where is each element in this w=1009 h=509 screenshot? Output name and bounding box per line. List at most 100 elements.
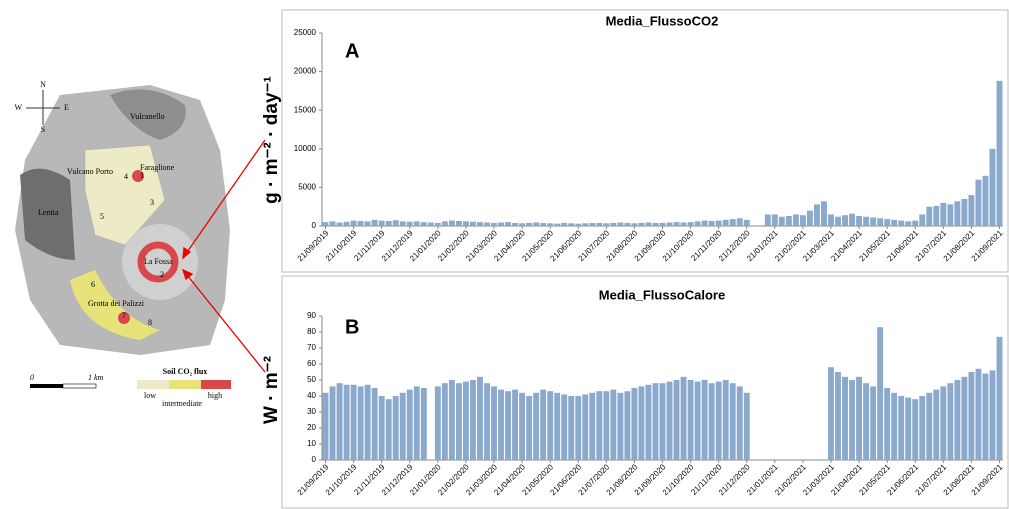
- bar: [610, 223, 616, 226]
- bar: [547, 391, 553, 460]
- bar: [372, 220, 378, 226]
- bar: [646, 385, 652, 460]
- bar: [821, 201, 827, 226]
- panel-label: B: [345, 316, 359, 338]
- bar: [365, 221, 371, 226]
- bar: [744, 220, 750, 226]
- bar: [617, 223, 623, 226]
- bar: [730, 219, 736, 226]
- bar: [505, 222, 511, 226]
- compass-label: E: [64, 103, 69, 112]
- bar: [484, 383, 490, 460]
- bar: [631, 388, 637, 460]
- place-label: Vulcanello: [130, 112, 165, 121]
- bar: [744, 393, 750, 460]
- figure: N E S W Vulcanello Faraglione Vulcano Po…: [0, 0, 1009, 509]
- bar: [926, 393, 932, 460]
- bar: [807, 211, 813, 226]
- bar: [884, 219, 890, 226]
- bar: [372, 388, 378, 460]
- bar: [351, 385, 357, 460]
- bar: [337, 223, 343, 226]
- bar: [849, 214, 855, 226]
- bar: [681, 377, 687, 460]
- bar: [933, 206, 939, 226]
- bar: [674, 380, 680, 460]
- y-tick-label: 60: [307, 359, 316, 368]
- bar: [954, 201, 960, 226]
- bar: [982, 176, 988, 226]
- bar: [477, 377, 483, 460]
- y-tick-label: 25000: [294, 28, 317, 37]
- y-tick-label: 20: [307, 423, 316, 432]
- bar: [800, 215, 806, 226]
- bar: [470, 380, 476, 460]
- bar: [554, 393, 560, 460]
- y-tick-label: 90: [307, 311, 316, 320]
- bar: [554, 224, 560, 226]
- bar: [365, 385, 371, 460]
- bar: [961, 377, 967, 460]
- bar: [638, 386, 644, 460]
- bar: [919, 214, 925, 226]
- bar: [330, 221, 336, 226]
- bar: [575, 224, 581, 226]
- bar: [540, 390, 546, 460]
- bar: [646, 223, 652, 226]
- bar: [400, 221, 406, 226]
- bar: [905, 398, 911, 460]
- bar: [891, 220, 897, 226]
- bar: [582, 394, 588, 460]
- bar: [947, 383, 953, 460]
- bar: [997, 81, 1003, 226]
- y-tick-label: 10000: [294, 144, 317, 153]
- bar: [631, 223, 637, 226]
- bar: [379, 396, 385, 460]
- scale-bar: [30, 384, 63, 388]
- bar: [596, 391, 602, 460]
- bar: [947, 204, 953, 226]
- site-number: 3: [150, 198, 154, 207]
- bar: [568, 223, 574, 226]
- legend-swatch: [201, 380, 231, 389]
- bar: [842, 377, 848, 460]
- bar: [667, 223, 673, 226]
- legend-label: low: [144, 391, 156, 400]
- y-tick-label: 50: [307, 375, 316, 384]
- y-tick-label: 30: [307, 407, 316, 416]
- bar: [870, 386, 876, 460]
- bar: [856, 377, 862, 460]
- bar: [716, 221, 722, 226]
- bar: [961, 199, 967, 226]
- bar: [589, 223, 595, 226]
- bar: [653, 383, 659, 460]
- place-label: La Fossa: [144, 257, 173, 266]
- bar: [912, 221, 918, 226]
- bar: [358, 386, 364, 460]
- bar: [330, 386, 336, 460]
- bar: [547, 223, 553, 226]
- bar: [912, 399, 918, 460]
- bar: [498, 390, 504, 460]
- bar: [940, 203, 946, 226]
- bar: [407, 222, 413, 226]
- map: N E S W Vulcanello Faraglione Vulcano Po…: [14, 80, 231, 408]
- compass-label: S: [41, 125, 45, 134]
- bar: [393, 396, 399, 460]
- bar: [491, 386, 497, 460]
- bar: [442, 221, 448, 226]
- bar: [561, 394, 567, 460]
- scale-label: 0: [30, 373, 34, 382]
- bar: [723, 380, 729, 460]
- bar: [695, 221, 701, 226]
- bar: [323, 222, 329, 226]
- site-number: 5: [100, 212, 104, 221]
- bar: [582, 223, 588, 226]
- bar: [386, 221, 392, 226]
- bar: [870, 218, 876, 226]
- site-number: 2: [160, 270, 164, 279]
- site-number: 1: [140, 171, 144, 180]
- bar: [814, 204, 820, 226]
- bar: [400, 393, 406, 460]
- bar: [653, 223, 659, 226]
